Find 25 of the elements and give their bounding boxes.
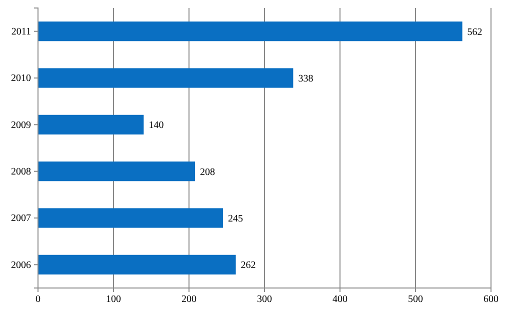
x-tick-label: 0 [36,294,40,306]
data-label: 338 [298,74,314,84]
x-tick-label: 600 [484,294,498,306]
data-label: 262 [240,260,256,272]
data-label: 208 [200,166,216,178]
x-tick-label: 400 [332,294,348,306]
data-label: 245 [228,214,243,224]
bar [38,68,294,88]
bar [38,208,223,228]
bar [38,114,144,134]
bar [38,22,462,42]
x-tick-label: 100 [106,294,121,306]
y-tick-label: 2010 [11,73,31,84]
data-label: 562 [467,26,482,38]
bar [38,254,236,274]
y-tick-label: 2006 [11,260,31,271]
y-tick-label: 2008 [11,166,31,178]
y-tick-label: 2009 [11,120,31,131]
x-tick-label: 500 [408,294,423,306]
x-tick-label: 200 [182,294,196,306]
data-label: 140 [148,120,164,132]
y-tick-label: 2007 [11,213,31,224]
bar [38,162,196,182]
x-tick-label: 300 [257,294,272,306]
y-tick-label: 2011 [11,26,31,38]
